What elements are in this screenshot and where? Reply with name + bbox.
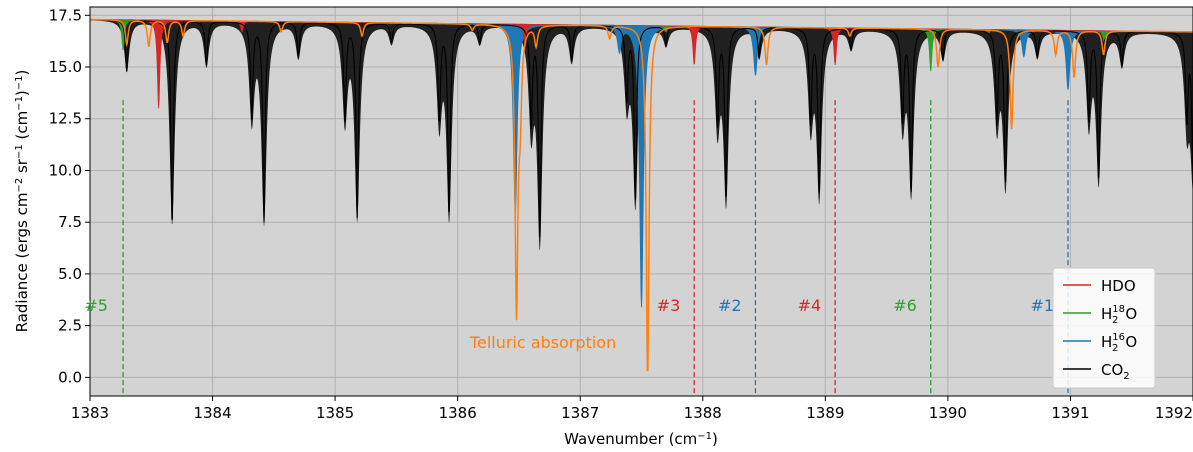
x-tick-label: 1389	[806, 404, 844, 422]
y-tick-label: 5.0	[58, 265, 82, 283]
y-tick-label: 15.0	[49, 58, 82, 76]
x-tick-label: 1391	[1051, 404, 1089, 422]
legend-label: H18 2 O	[1101, 304, 1137, 326]
line-markers: #5 #3 #2 #4 #6 #1	[84, 100, 1069, 396]
x-tick-label: 1386	[439, 404, 477, 422]
telluric-annotation: Telluric absorption	[469, 333, 616, 352]
legend-label: HDO	[1101, 277, 1136, 295]
legend-box	[1052, 267, 1156, 389]
x-axis-title: Wavenumber (cm−1)	[564, 430, 718, 448]
marker-label: #3	[657, 296, 681, 315]
legend: HDO H18 2 O H16 2 O CO2	[1052, 267, 1156, 389]
x-tick-label: 1388	[684, 404, 722, 422]
y-tick-label: 17.5	[49, 6, 82, 24]
plot-area	[90, 18, 1193, 372]
marker-label: #6	[893, 296, 917, 315]
y-tick-label: 0.0	[58, 368, 82, 386]
telluric-series-line	[90, 18, 1193, 372]
x-tick-label: 1392	[1155, 404, 1193, 422]
co2-fill	[90, 19, 1193, 251]
x-tick-label: 1383	[71, 404, 109, 422]
y-tick-label: 12.5	[49, 110, 82, 128]
legend-label: H16 2 O	[1101, 332, 1137, 354]
marker-label: #5	[84, 296, 108, 315]
axes-frame	[89, 6, 1193, 397]
x-tick-label: 1387	[561, 404, 599, 422]
x-tick-label: 1390	[929, 404, 967, 422]
marker-label: #1	[1030, 296, 1054, 315]
x-tick-label: 1385	[316, 404, 354, 422]
marker-label: #4	[798, 296, 822, 315]
x-tick-label: 1384	[193, 404, 231, 422]
y-tick-label: 7.5	[58, 213, 82, 231]
marker-label: #2	[718, 296, 742, 315]
y-tick-label: 2.5	[58, 317, 82, 335]
axes: 1383 1384 1385 1386 1387 1388 1389 1390 1391 1392…	[49, 6, 1193, 422]
y-axis-title: Radiance (ergs cm−2 sr−1 (cm−1)−1)	[13, 70, 31, 333]
y-tick-label: 10.0	[49, 161, 82, 179]
legend-label: CO2	[1101, 361, 1130, 382]
